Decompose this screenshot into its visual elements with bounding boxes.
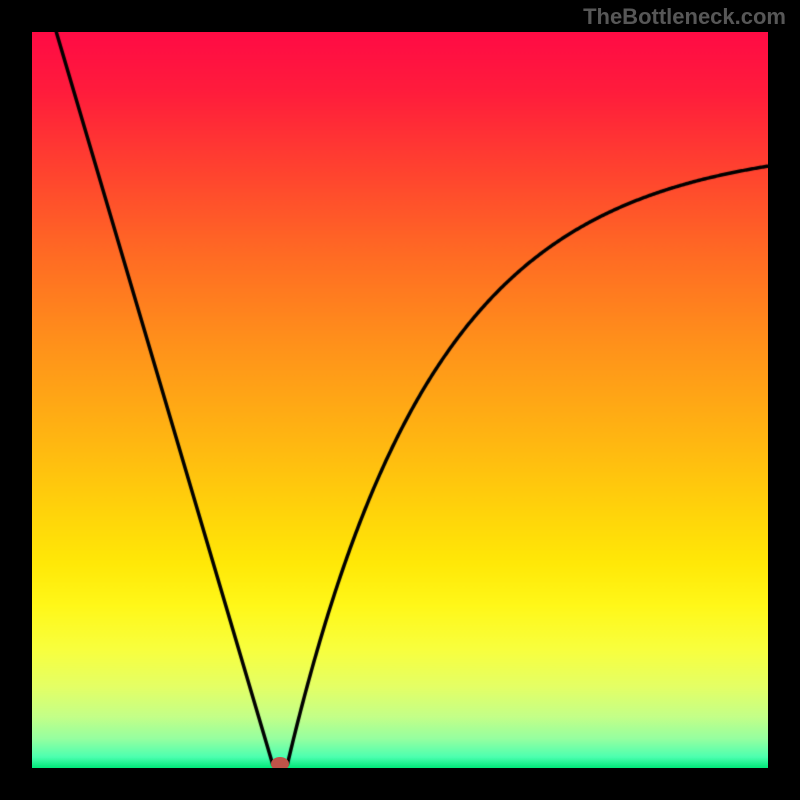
- optimum-marker: [271, 757, 289, 768]
- chart-container: TheBottleneck.com: [0, 0, 800, 800]
- bottleneck-curve: [32, 32, 768, 768]
- plot-area: [32, 32, 768, 768]
- watermark-text: TheBottleneck.com: [583, 4, 786, 30]
